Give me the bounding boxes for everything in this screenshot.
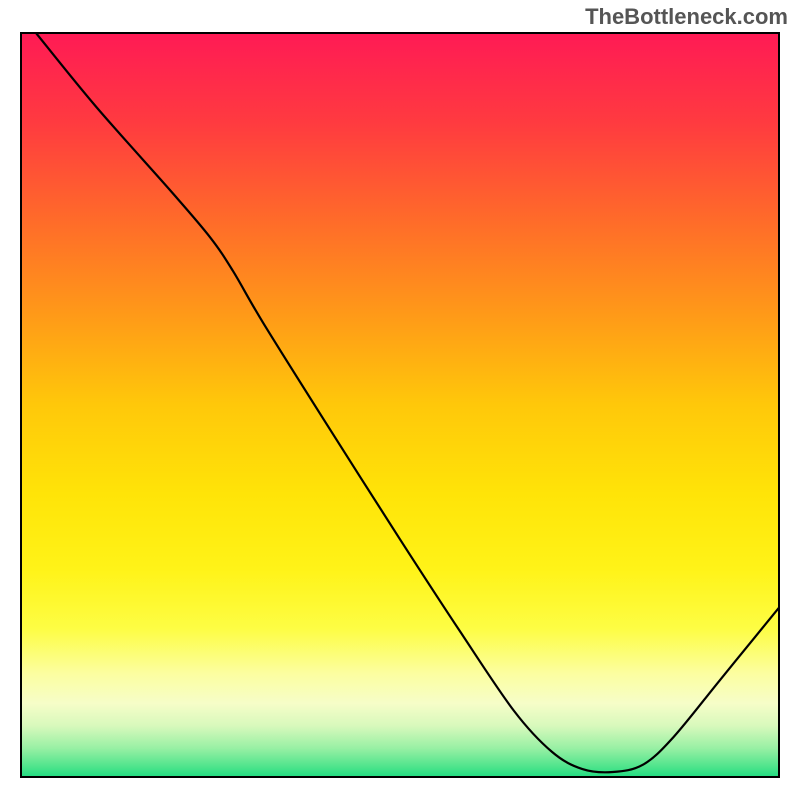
watermark-text: TheBottleneck.com [585, 4, 788, 30]
chart-svg [20, 32, 780, 778]
chart-container: { "watermark": { "text": "TheBottleneck.… [0, 0, 800, 800]
gradient-background [20, 32, 780, 778]
